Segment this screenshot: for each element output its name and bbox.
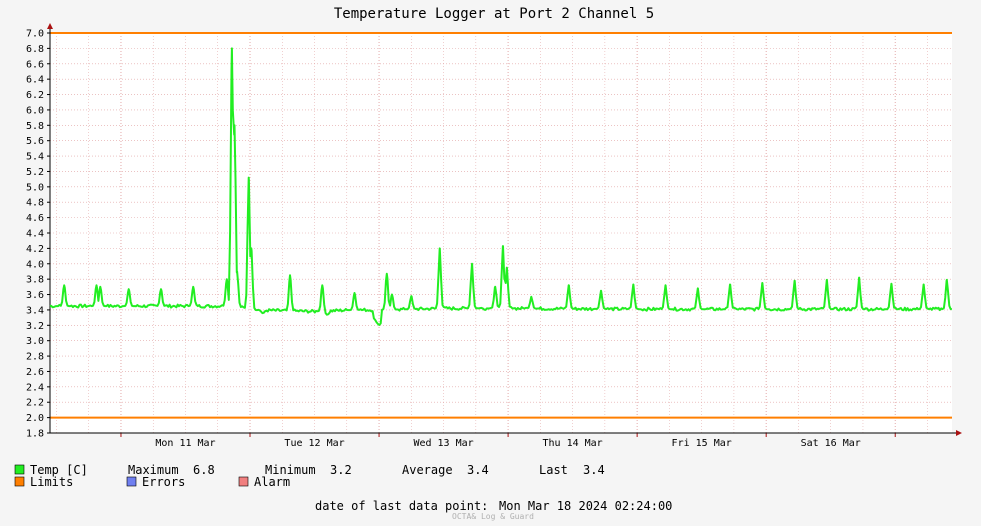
y-tick-label: 5.4 <box>26 152 44 163</box>
legend-swatch-alarm <box>238 476 249 487</box>
last-data-point-value: Mon Mar 18 2024 02:24:00 <box>499 499 672 513</box>
y-tick-label: 4.0 <box>26 259 44 270</box>
y-tick-label: 6.8 <box>26 44 44 55</box>
y-tick-label: 5.2 <box>26 167 44 178</box>
y-tick-label: 2.4 <box>26 382 44 393</box>
legend-label-errors: Errors <box>142 475 185 489</box>
y-tick-label: 4.6 <box>26 213 44 224</box>
y-tick-label: 5.8 <box>26 121 44 132</box>
chart-title: Temperature Logger at Port 2 Channel 5 <box>334 6 654 22</box>
watermark: OCTA& Log & Guard <box>452 512 534 521</box>
y-tick-label: 6.6 <box>26 59 44 70</box>
temperature-series-line <box>49 47 953 326</box>
y-tick-label: 3.4 <box>26 305 44 316</box>
x-tick-label: Fri 15 Mar <box>672 438 732 449</box>
y-tick-label: 5.6 <box>26 136 44 147</box>
y-tick-label: 2.6 <box>26 367 44 378</box>
legend-label-limits: Limits <box>30 475 73 489</box>
x-tick-label: Thu 14 Mar <box>543 438 603 449</box>
y-tick-label: 4.8 <box>26 198 44 209</box>
x-tick-label: Wed 13 Mar <box>413 438 473 449</box>
x-tick-label: Tue 12 Mar <box>284 438 344 449</box>
y-tick-label: 3.8 <box>26 275 44 286</box>
last-data-point-label: date of last data point: <box>315 499 488 513</box>
stat-average-value: 3.4 <box>467 463 489 477</box>
y-tick-label: 7.0 <box>26 29 44 40</box>
y-tick-label: 2.0 <box>26 413 44 424</box>
y-tick-label: 4.4 <box>26 229 44 240</box>
legend-label-temp: Temp [C] <box>30 463 88 477</box>
plot-area: 7.0 6.8 6.6 6.4 6.2 6.0 5.8 5.6 5.4 5.2 5.0 4.8 4.6 4… <box>26 23 962 449</box>
y-tick-label: 5.0 <box>26 182 44 193</box>
legend-swatch-temp <box>14 464 25 475</box>
stat-average-label: Average <box>402 463 453 477</box>
x-tick-label: Mon 11 Mar <box>155 438 215 449</box>
stat-last-value: 3.4 <box>583 463 605 477</box>
y-tick-label: 2.2 <box>26 398 44 409</box>
y-axis-arrow <box>47 23 53 29</box>
legend-label-alarm: Alarm <box>254 475 290 489</box>
y-tick-label: 3.6 <box>26 290 44 301</box>
legend-swatch-errors <box>126 476 137 487</box>
stat-last-label: Last <box>539 463 568 477</box>
legend-swatch-limits <box>14 476 25 487</box>
x-tick-label: Sat 16 Mar <box>801 438 861 449</box>
x-axis-arrow <box>956 430 962 436</box>
stat-maximum-label: Maximum <box>128 463 179 477</box>
y-tick-label: 6.2 <box>26 90 44 101</box>
y-tick-label: 3.2 <box>26 321 44 332</box>
legend: Temp [C] Maximum 6.8 Minimum 3.2 Average… <box>14 463 672 521</box>
y-tick-label: 4.2 <box>26 244 44 255</box>
y-tick-label: 3.0 <box>26 336 44 347</box>
stat-minimum-label: Minimum <box>265 463 316 477</box>
stat-minimum-value: 3.2 <box>330 463 352 477</box>
y-tick-label: 1.8 <box>26 429 44 440</box>
y-tick-label: 2.8 <box>26 352 44 363</box>
stat-maximum-value: 6.8 <box>193 463 215 477</box>
y-tick-label: 6.0 <box>26 105 44 116</box>
y-tick-label: 6.4 <box>26 75 44 86</box>
